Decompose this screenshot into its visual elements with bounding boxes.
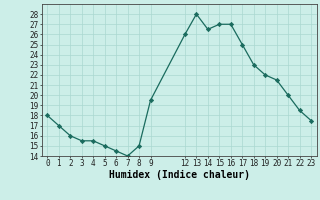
X-axis label: Humidex (Indice chaleur): Humidex (Indice chaleur) [109, 170, 250, 180]
